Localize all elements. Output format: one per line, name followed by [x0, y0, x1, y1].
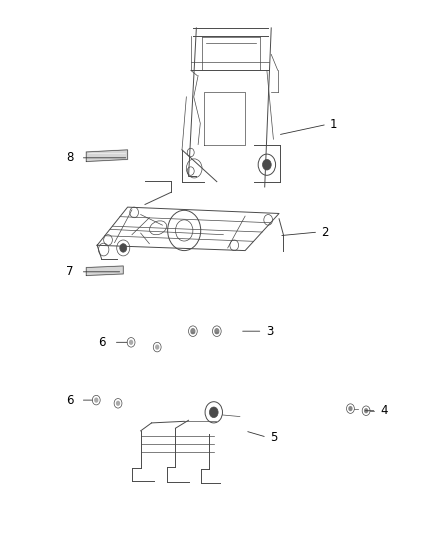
- Text: 6: 6: [98, 336, 106, 349]
- Text: 4: 4: [380, 404, 388, 417]
- Text: 7: 7: [66, 265, 73, 278]
- Text: 8: 8: [66, 151, 73, 164]
- Circle shape: [190, 328, 195, 334]
- Circle shape: [209, 407, 218, 418]
- Circle shape: [120, 244, 127, 252]
- Circle shape: [94, 398, 99, 403]
- Circle shape: [214, 328, 219, 334]
- Circle shape: [348, 406, 353, 411]
- Circle shape: [116, 401, 120, 406]
- Text: 3: 3: [266, 325, 273, 338]
- Polygon shape: [86, 150, 127, 161]
- Circle shape: [262, 159, 271, 170]
- Circle shape: [129, 340, 133, 345]
- Text: 6: 6: [66, 393, 73, 407]
- Circle shape: [155, 344, 159, 350]
- Text: 5: 5: [270, 431, 278, 444]
- Text: 1: 1: [330, 118, 338, 131]
- Text: 2: 2: [321, 225, 329, 239]
- Circle shape: [364, 408, 368, 414]
- Polygon shape: [86, 266, 123, 276]
